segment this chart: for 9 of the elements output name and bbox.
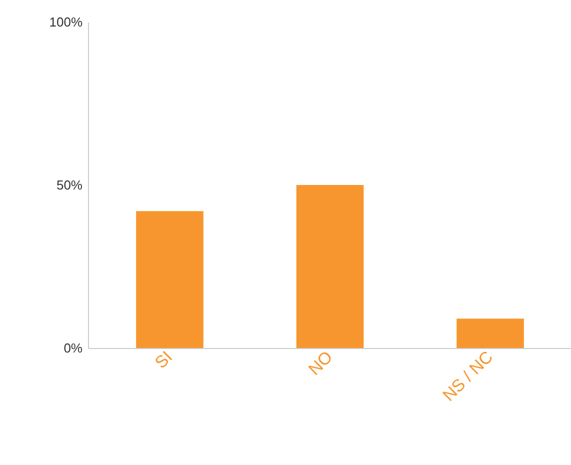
y-tick-label: 100% xyxy=(49,14,83,30)
y-tick-label: 50% xyxy=(56,178,83,192)
x-tick-label: SI xyxy=(151,347,176,372)
x-tick-label: NO xyxy=(304,347,336,379)
y-tick-label: 0% xyxy=(64,340,83,356)
bar xyxy=(136,211,204,348)
x-tick-label: NS / NC xyxy=(439,347,497,405)
bar xyxy=(456,318,524,348)
bar xyxy=(296,185,364,348)
